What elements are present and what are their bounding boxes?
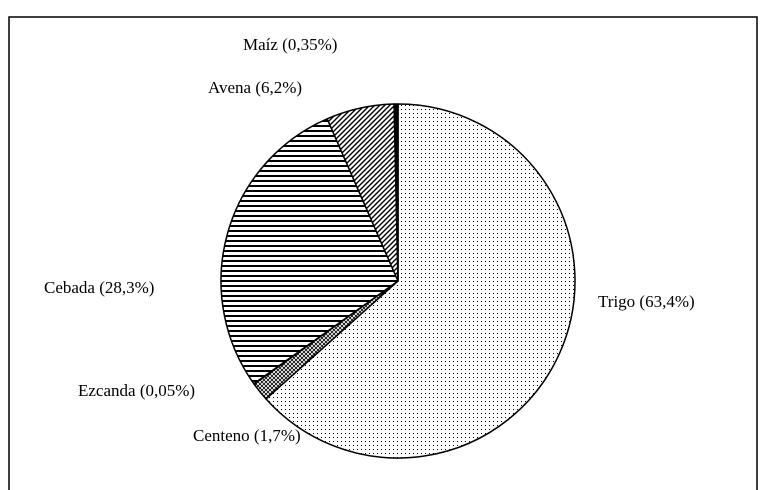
frame xyxy=(8,16,758,490)
pie-slice xyxy=(393,103,399,282)
pie-slice xyxy=(220,118,399,385)
pie-slice xyxy=(265,103,576,459)
slice-label: Trigo (63,4%) xyxy=(598,292,695,311)
slice-label: Maíz (0,35%) xyxy=(243,35,337,54)
slice-label: Centeno (1,7%) xyxy=(193,426,301,445)
slice-label: Avena (6,2%) xyxy=(208,78,302,97)
slice-label: Cebada (28,3%) xyxy=(44,278,154,297)
slice-label: Ezcanda (0,05%) xyxy=(78,381,195,400)
